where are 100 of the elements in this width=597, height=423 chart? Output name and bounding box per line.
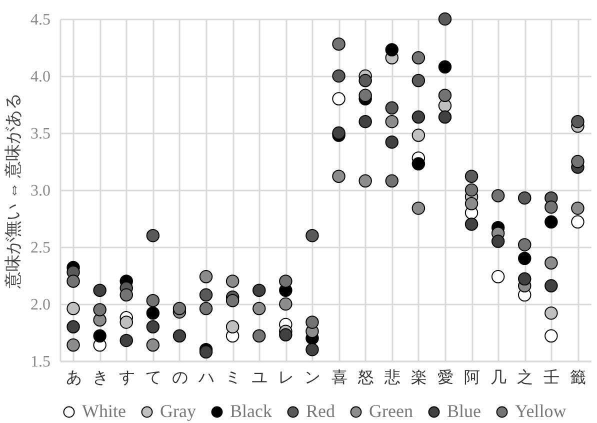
legend-label: Yellow xyxy=(515,401,566,421)
point xyxy=(93,303,106,316)
point xyxy=(544,256,558,270)
legend-label: White xyxy=(82,401,126,421)
y-tick-label: 2.5 xyxy=(30,240,50,256)
point xyxy=(385,114,398,128)
point xyxy=(438,12,452,26)
x-tick-label: ミ xyxy=(225,370,242,386)
point xyxy=(252,302,266,316)
point xyxy=(66,302,80,316)
point xyxy=(464,170,478,183)
legend-label: Gray xyxy=(160,401,196,421)
legend-label: Blue xyxy=(447,401,482,421)
x-tick-label: き xyxy=(92,370,108,386)
x-tick-label: ハ xyxy=(198,370,215,386)
point xyxy=(226,320,240,334)
point xyxy=(279,328,292,342)
point xyxy=(571,154,584,168)
x-tick-label: 怒 xyxy=(356,370,374,386)
y-tick-label: 3.5 xyxy=(30,126,50,142)
point xyxy=(491,189,505,202)
point xyxy=(358,88,372,102)
point xyxy=(332,126,346,140)
y-tick-label: 2.0 xyxy=(30,296,50,314)
point xyxy=(279,274,292,288)
x-tick-label: 壬 xyxy=(544,368,560,386)
point xyxy=(358,114,372,128)
y-tick-label: 4.5 xyxy=(30,12,50,28)
x-tick-label: 籤 xyxy=(570,370,586,386)
point xyxy=(226,274,240,288)
point xyxy=(226,294,240,308)
point xyxy=(252,329,266,343)
point xyxy=(571,114,584,128)
point xyxy=(544,279,558,292)
x-tick-label: 悲 xyxy=(383,368,400,386)
point xyxy=(306,342,319,356)
point xyxy=(464,183,478,197)
point xyxy=(412,202,426,215)
x-tick-label: 之 xyxy=(517,368,534,386)
y-tick-label: 3.0 xyxy=(30,182,50,200)
point xyxy=(120,288,133,302)
point xyxy=(146,294,160,308)
legend-label: Green xyxy=(369,401,413,421)
point xyxy=(332,170,346,183)
x-tick-label: レ xyxy=(278,370,294,386)
point xyxy=(146,228,160,242)
point xyxy=(252,284,266,297)
x-tick-label: す xyxy=(118,370,135,386)
point xyxy=(544,329,558,343)
point xyxy=(199,302,213,316)
point xyxy=(66,320,80,334)
point xyxy=(385,101,398,115)
point xyxy=(385,43,398,56)
point xyxy=(518,238,532,252)
x-tick-label: ン xyxy=(304,370,321,386)
point xyxy=(120,316,133,329)
point xyxy=(66,338,80,352)
y-axis-title: 意味が無い ⇔ 意味がある xyxy=(4,92,22,290)
point xyxy=(385,174,398,188)
x-tick-label: 愛 xyxy=(437,368,454,386)
x-tick-label: 喜 xyxy=(331,368,348,386)
x-tick-label: 几 xyxy=(490,370,507,386)
point xyxy=(332,37,346,51)
x-tick-label: あ xyxy=(66,370,82,386)
point xyxy=(306,316,319,329)
point xyxy=(120,334,133,348)
point xyxy=(571,202,584,215)
x-tick-label: ユ xyxy=(252,370,268,386)
point xyxy=(146,338,160,352)
point xyxy=(93,284,106,297)
point xyxy=(199,270,213,284)
point xyxy=(491,270,505,284)
point xyxy=(544,200,558,214)
point xyxy=(544,215,558,229)
x-tick-label: 楽 xyxy=(410,368,427,386)
point xyxy=(172,302,186,316)
point xyxy=(146,320,160,334)
point xyxy=(518,272,532,286)
point xyxy=(571,215,584,229)
point xyxy=(491,234,505,248)
point xyxy=(332,69,346,83)
point xyxy=(279,297,292,311)
point xyxy=(464,218,478,231)
point xyxy=(412,128,426,142)
y-tick-label: 1.5 xyxy=(30,354,50,370)
point xyxy=(544,306,558,320)
point xyxy=(358,174,372,188)
x-tick-label: 阿 xyxy=(464,370,480,386)
point xyxy=(412,110,426,124)
point xyxy=(199,288,213,302)
point xyxy=(438,110,452,124)
point xyxy=(412,157,426,170)
point xyxy=(358,74,372,88)
point xyxy=(66,274,80,288)
point xyxy=(464,197,478,210)
point xyxy=(412,51,426,64)
point xyxy=(146,306,160,320)
point xyxy=(518,191,532,205)
legend-label: Black xyxy=(230,401,272,421)
point xyxy=(385,136,398,149)
